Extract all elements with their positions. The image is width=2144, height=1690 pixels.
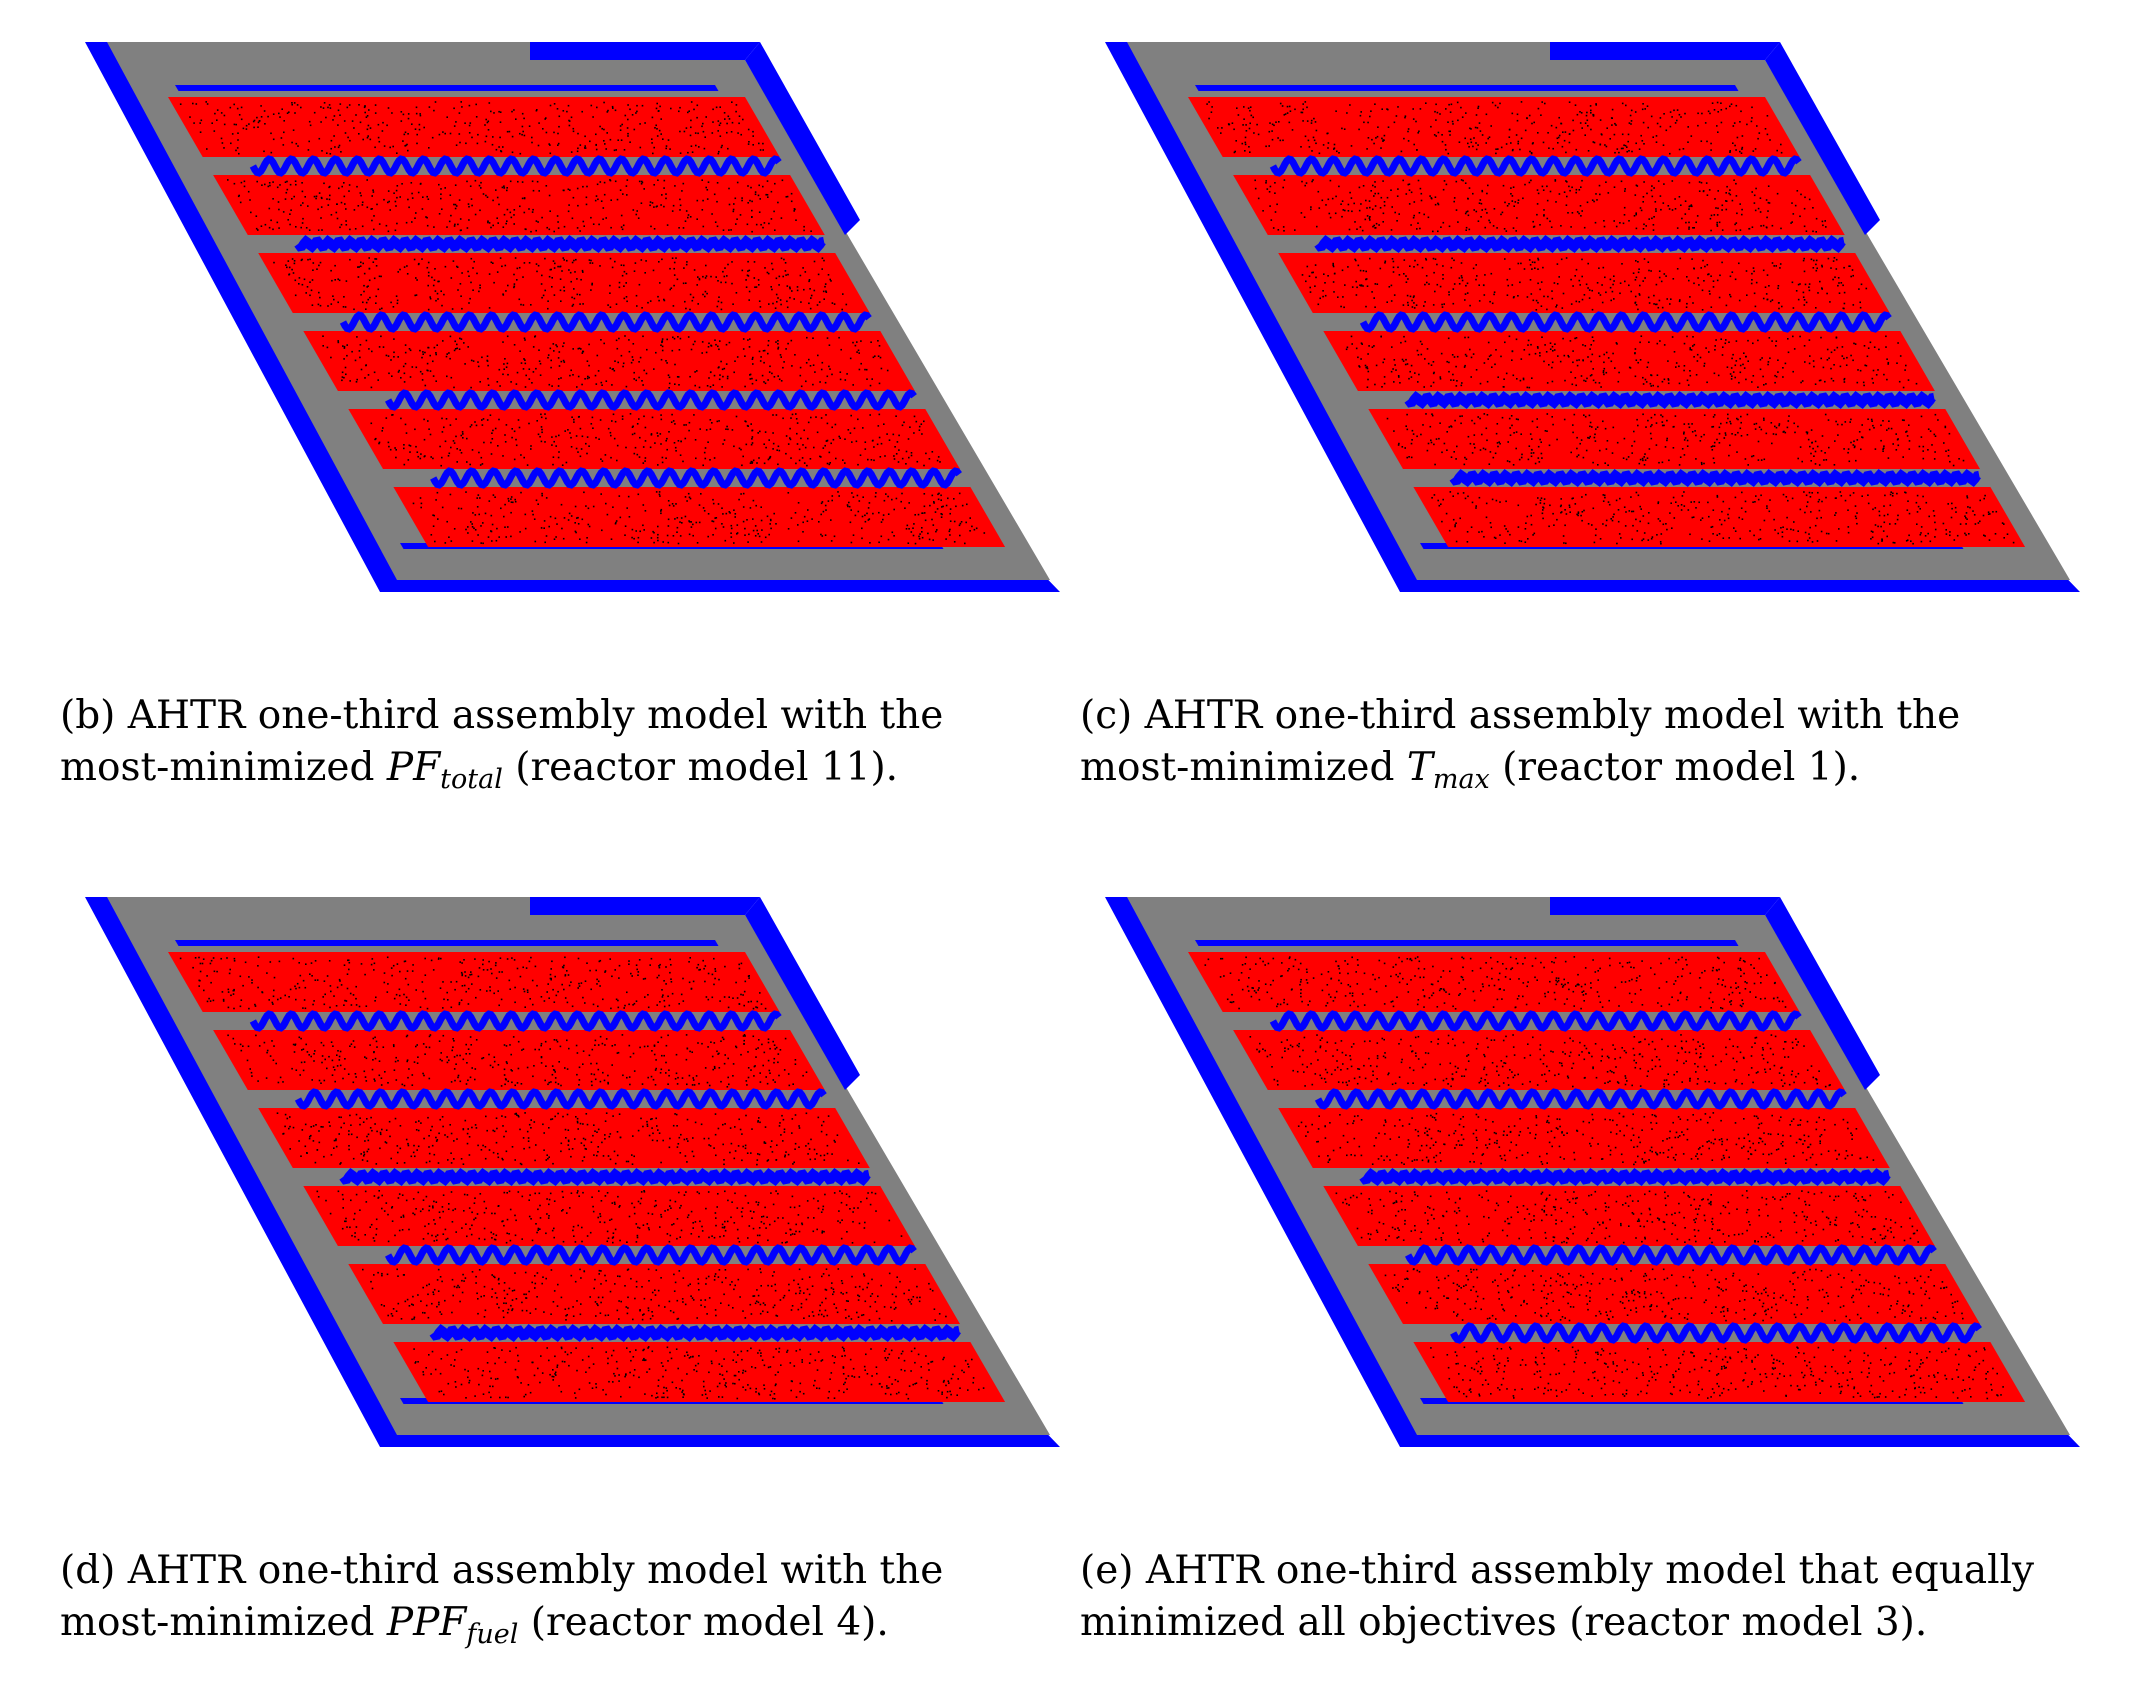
coolant-channel	[343, 1174, 869, 1180]
coolant-top-channel	[1550, 897, 1780, 915]
coolant-top-channel	[1550, 42, 1780, 60]
coolant-channel	[433, 1330, 959, 1336]
coolant-channel	[1363, 1174, 1889, 1180]
fuel-plank	[168, 952, 780, 1012]
fuel-plank	[1413, 487, 2025, 547]
fuel-plank	[1278, 253, 1890, 313]
fuel-plank	[303, 1186, 915, 1246]
caption-line-1: (b) AHTR one-third assembly model with t…	[60, 690, 1090, 742]
caption-e: (e) AHTR one-third assembly model that e…	[1080, 1545, 2110, 1649]
caption-line-2: most-minimized Tmax (reactor model 1).	[1080, 742, 2110, 794]
panel-c: (c) AHTR one-third assembly model with t…	[1080, 35, 2110, 835]
coolant-channel	[1453, 475, 1979, 481]
caption-line-1: (e) AHTR one-third assembly model that e…	[1080, 1545, 2110, 1597]
math-symbol: PPFfuel	[387, 1600, 519, 1645]
assembly-diagram-b	[60, 35, 1090, 615]
caption-line-2: most-minimized PPFfuel (reactor model 4)…	[60, 1597, 1090, 1649]
assembly-diagram-c	[1080, 35, 2110, 615]
fuel-plank	[1188, 952, 1800, 1012]
fuel-plank	[213, 175, 825, 235]
caption-line-2: most-minimized PFtotal (reactor model 11…	[60, 742, 1090, 794]
coolant-channel	[1318, 241, 1844, 247]
fuel-plank	[1233, 1030, 1845, 1090]
coolant-top-channel	[530, 897, 760, 915]
fuel-plank	[303, 331, 915, 391]
math-symbol: PFtotal	[387, 745, 503, 790]
fuel-plank	[213, 1030, 825, 1090]
fuel-plank	[1233, 175, 1845, 235]
fuel-plank	[393, 1342, 1005, 1402]
coolant-top-strip	[1195, 85, 1739, 91]
caption-line-2: minimized all objectives (reactor model …	[1080, 1597, 2110, 1649]
fuel-plank	[168, 97, 780, 157]
coolant-top-strip	[1195, 940, 1739, 946]
coolant-channel	[1408, 397, 1934, 403]
assembly-diagram-e	[1080, 890, 2110, 1470]
caption-c: (c) AHTR one-third assembly model with t…	[1080, 690, 2110, 794]
fuel-plank	[258, 253, 870, 313]
coolant-top-channel	[530, 42, 760, 60]
fuel-plank	[348, 1264, 960, 1324]
fuel-plank	[1368, 1264, 1980, 1324]
coolant-channel	[298, 241, 824, 247]
coolant-top-strip	[175, 85, 719, 91]
fuel-plank	[393, 487, 1005, 547]
fuel-plank	[1368, 409, 1980, 469]
panel-b: (b) AHTR one-third assembly model with t…	[60, 35, 1090, 835]
caption-line-1: (d) AHTR one-third assembly model with t…	[60, 1545, 1090, 1597]
fuel-plank	[1323, 331, 1935, 391]
fuel-plank	[1278, 1108, 1890, 1168]
fuel-plank	[1413, 1342, 2025, 1402]
assembly-diagram-d	[60, 890, 1090, 1470]
fuel-plank	[258, 1108, 870, 1168]
panel-d: (d) AHTR one-third assembly model with t…	[60, 890, 1090, 1690]
panel-e: (e) AHTR one-third assembly model that e…	[1080, 890, 2110, 1690]
caption-b: (b) AHTR one-third assembly model with t…	[60, 690, 1090, 794]
fuel-plank	[1188, 97, 1800, 157]
coolant-top-strip	[175, 940, 719, 946]
math-symbol: Tmax	[1407, 745, 1490, 790]
caption-line-1: (c) AHTR one-third assembly model with t…	[1080, 690, 2110, 742]
caption-d: (d) AHTR one-third assembly model with t…	[60, 1545, 1090, 1649]
